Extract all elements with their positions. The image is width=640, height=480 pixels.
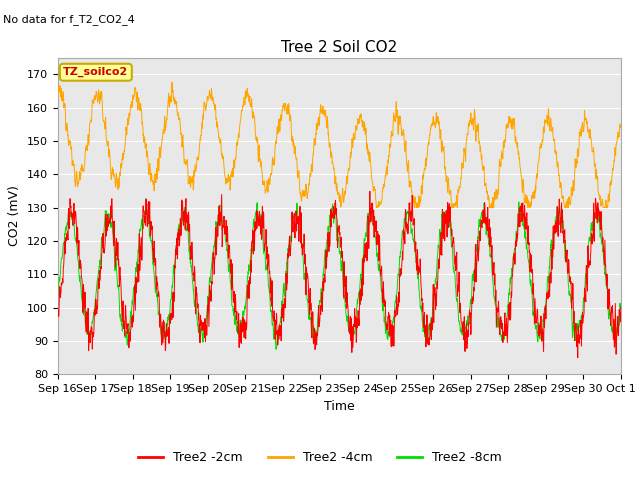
X-axis label: Time: Time — [324, 400, 355, 413]
Text: TZ_soilco2: TZ_soilco2 — [63, 67, 129, 77]
Y-axis label: CO2 (mV): CO2 (mV) — [8, 186, 21, 246]
Legend: Tree2 -2cm, Tree2 -4cm, Tree2 -8cm: Tree2 -2cm, Tree2 -4cm, Tree2 -8cm — [133, 446, 507, 469]
Text: No data for f_T2_CO2_4: No data for f_T2_CO2_4 — [3, 14, 135, 25]
Title: Tree 2 Soil CO2: Tree 2 Soil CO2 — [281, 40, 397, 55]
